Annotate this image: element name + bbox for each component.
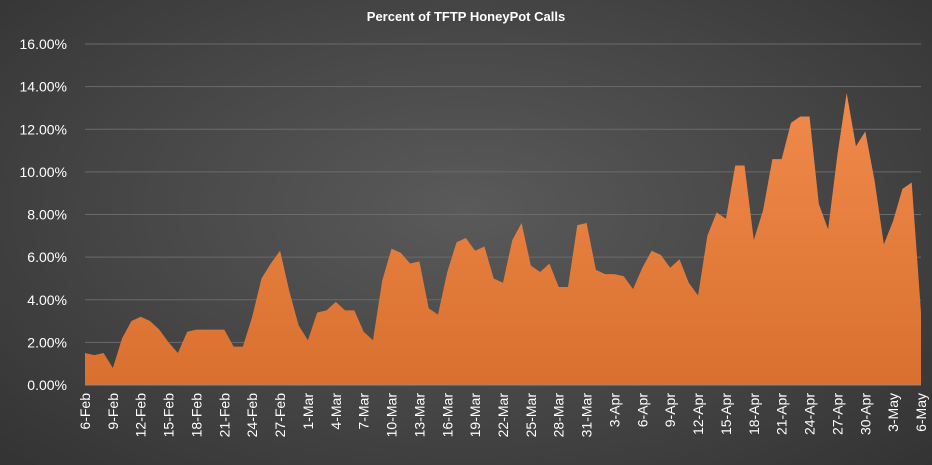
x-tick-label: 24-Feb xyxy=(244,393,260,438)
y-tick-label: 8.00% xyxy=(27,207,67,223)
y-tick-label: 6.00% xyxy=(27,249,67,265)
y-tick-label: 2.00% xyxy=(27,334,67,350)
y-tick-label: 10.00% xyxy=(20,164,67,180)
x-tick-label: 12-Apr xyxy=(690,393,706,435)
x-tick-label: 31-Mar xyxy=(579,393,595,438)
x-tick-label: 12-Feb xyxy=(133,393,149,438)
y-tick-label: 16.00% xyxy=(20,36,67,52)
x-tick-label: 28-Mar xyxy=(551,393,567,438)
x-tick-label: 25-Mar xyxy=(523,393,539,438)
y-tick-label: 0.00% xyxy=(27,377,67,393)
x-tick-label: 24-Apr xyxy=(802,393,818,435)
x-tick-label: 7-Mar xyxy=(356,393,372,430)
x-tick-label: 6-Apr xyxy=(634,393,650,428)
x-tick-label: 27-Feb xyxy=(272,393,288,438)
x-tick-label: 18-Feb xyxy=(188,393,204,438)
x-tick-label: 3-Apr xyxy=(606,393,622,428)
x-tick-label: 9-Apr xyxy=(662,393,678,428)
y-tick-label: 4.00% xyxy=(27,292,67,308)
y-tick-label: 14.00% xyxy=(20,79,67,95)
x-tick-label: 22-Mar xyxy=(495,393,511,438)
x-tick-label: 9-Feb xyxy=(105,393,121,430)
x-tick-label: 3-May xyxy=(885,393,901,432)
x-tick-label: 10-Mar xyxy=(384,393,400,438)
x-tick-label: 15-Apr xyxy=(718,393,734,435)
x-tick-label: 15-Feb xyxy=(161,393,177,438)
y-tick-label: 12.00% xyxy=(20,121,67,137)
x-tick-label: 21-Apr xyxy=(774,393,790,435)
x-tick-label: 19-Mar xyxy=(467,393,483,438)
x-tick-label: 6-Feb xyxy=(77,393,93,430)
chart-title: Percent of TFTP HoneyPot Calls xyxy=(366,9,566,24)
x-tick-label: 27-Apr xyxy=(829,393,845,435)
x-tick-label: 16-Mar xyxy=(439,393,455,438)
x-tick-label: 4-Mar xyxy=(328,393,344,430)
x-tick-label: 1-Mar xyxy=(300,393,316,430)
area-series xyxy=(85,93,921,386)
x-tick-label: 13-Mar xyxy=(411,393,427,438)
x-tick-label: 18-Apr xyxy=(746,393,762,435)
x-tick-label: 6-May xyxy=(913,393,929,432)
x-tick-label: 30-Apr xyxy=(857,393,873,435)
x-tick-label: 21-Feb xyxy=(216,393,232,438)
